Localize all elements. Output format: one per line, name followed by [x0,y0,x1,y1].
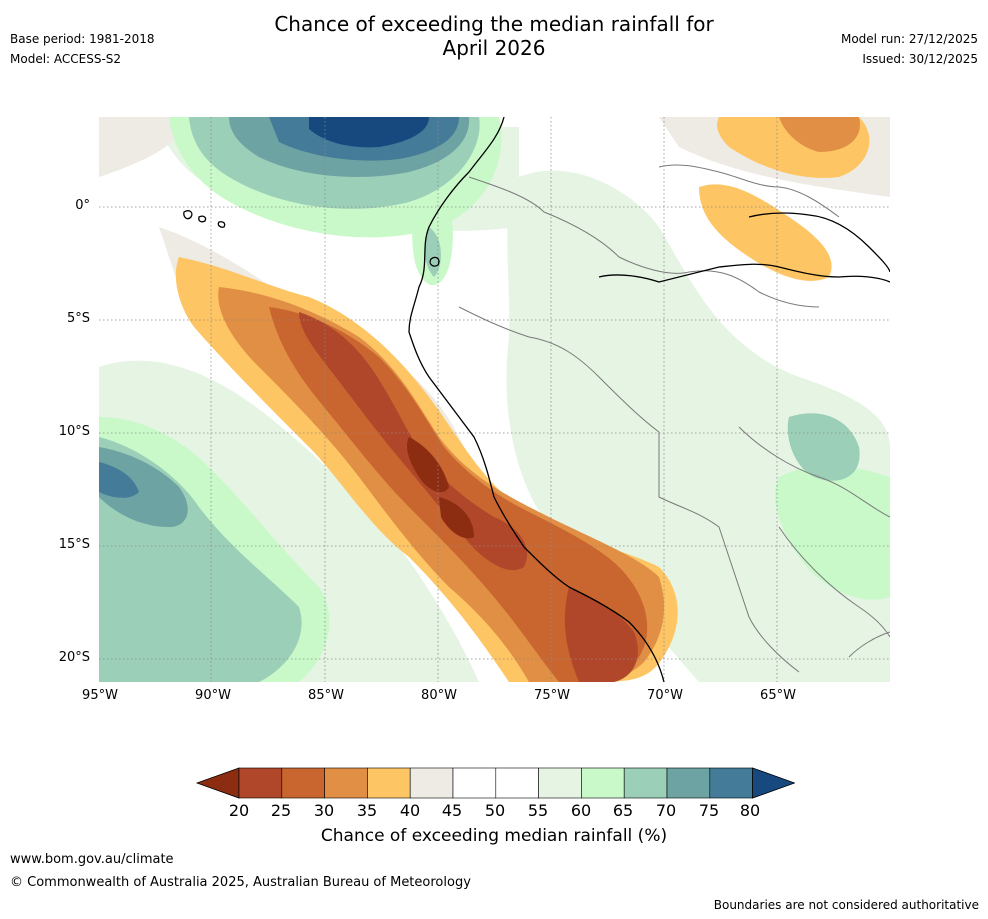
disclaimer: Boundaries are not considered authoritat… [713,898,979,912]
cb-label-20: 20 [228,801,250,820]
colorbar-swatch [367,767,411,799]
issued-date: Issued: 30/12/2025 [862,52,978,66]
colorbar-swatch [281,767,325,799]
lon-label-70w: 70°W [647,688,683,703]
cb-label-60: 60 [570,801,592,820]
rainfall-map [99,117,890,682]
colorbar-swatch [581,767,625,799]
cb-label-40: 40 [399,801,421,820]
cb-label-45: 45 [441,801,463,820]
colorbar-swatch [666,767,711,799]
country-borders [458,164,890,673]
cb-label-75: 75 [698,801,720,820]
colorbar-swatch [709,767,753,799]
map-title: Chance of exceeding the median rainfall … [0,12,988,60]
cb-label-65: 65 [612,801,634,820]
model-run: Model run: 27/12/2025 [840,32,978,46]
colorbar-arrow-high [752,767,795,799]
lat-label-5s: 5°S [66,311,90,326]
colorbar-swatch [495,767,539,799]
colorbar-swatch [538,767,582,799]
cb-label-50: 50 [484,801,506,820]
meta-right: Model run: 27/12/2025 Issued: 30/12/2025 [841,29,978,69]
title-line-1: Chance of exceeding the median rainfall … [274,12,714,36]
colorbar-swatch [452,767,497,799]
colorbar-arrow-low [195,767,240,799]
lon-label-65w: 65°W [760,688,796,703]
colorbar-swatch [238,767,283,799]
lat-label-0: 0° [75,198,90,213]
lon-label-85w: 85°W [308,688,344,703]
cb-label-30: 30 [313,801,335,820]
base-period: Base period: 1981-2018 [10,32,155,46]
copyright: © Commonwealth of Australia 2025, Austra… [10,875,471,890]
lat-label-15s: 15°S [58,537,90,552]
colorbar-swatch [324,767,368,799]
cb-label-55: 55 [527,801,549,820]
title-line-2: April 2026 [442,36,546,60]
lat-label-20s: 20°S [58,650,90,665]
footer-url[interactable]: www.bom.gov.au/climate [10,852,174,867]
cb-label-25: 25 [270,801,292,820]
dry-band-below-20 [407,437,474,539]
cb-label-80: 80 [739,801,761,820]
meta-left: Base period: 1981-2018 Model: ACCESS-S2 [10,29,155,69]
lat-label-10s: 10°S [58,424,90,439]
lon-label-75w: 75°W [534,688,570,703]
colorbar-title: Chance of exceeding median rainfall (%) [320,826,668,846]
colorbar [195,767,795,799]
lon-label-95w: 95°W [82,688,118,703]
coastlines [183,117,890,682]
cb-label-70: 70 [655,801,677,820]
colorbar-swatch [409,767,454,799]
lon-label-80w: 80°W [421,688,457,703]
model-name: Model: ACCESS-S2 [10,52,122,66]
blue-regions [99,117,470,527]
colorbar-swatch [623,767,668,799]
cb-label-35: 35 [356,801,378,820]
lon-label-90w: 90°W [195,688,231,703]
